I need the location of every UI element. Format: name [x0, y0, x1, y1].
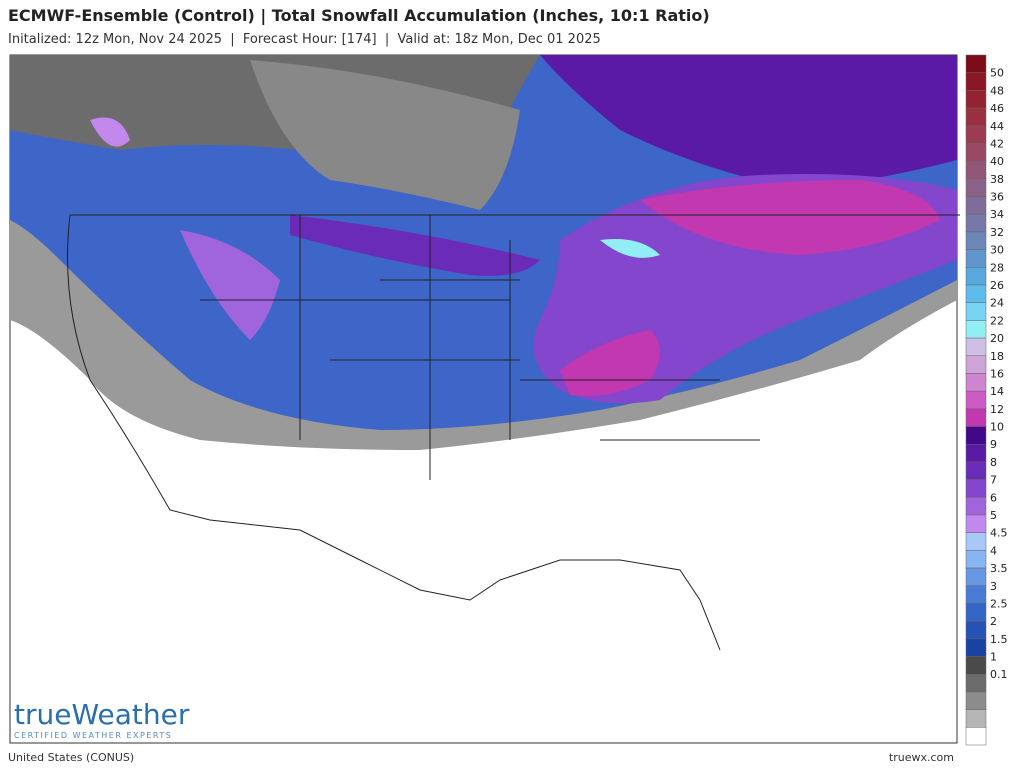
legend-swatch	[965, 196, 987, 215]
legend-swatch	[965, 656, 987, 675]
logo: trueWeather CERTIFIED WEATHER EXPERTS	[14, 698, 189, 740]
legend-swatch	[965, 213, 987, 233]
legend-label: 4.5	[990, 527, 1008, 540]
footer-site: truewx.com	[888, 751, 954, 764]
legend-swatch	[965, 355, 987, 374]
legend-label: 10	[990, 421, 1004, 434]
legend-swatch	[965, 267, 987, 286]
legend-label: 7	[990, 474, 997, 487]
legend-swatch	[965, 673, 987, 693]
legend-label: 26	[990, 279, 1004, 292]
logo-tagline: CERTIFIED WEATHER EXPERTS	[14, 731, 173, 740]
legend-label: 3	[990, 580, 997, 593]
legend-swatch	[965, 514, 987, 533]
legend-swatch	[965, 550, 987, 569]
legend-label: 44	[990, 120, 1004, 133]
legend-swatch	[965, 408, 987, 427]
legend-label: 24	[990, 297, 1004, 310]
legend-label: 34	[990, 208, 1004, 221]
legend-label: 14	[990, 385, 1004, 398]
legend-label: 1	[990, 651, 997, 664]
legend-swatch	[965, 709, 987, 728]
legend-swatch	[965, 143, 987, 162]
legend-label: 5	[990, 509, 997, 522]
legend-label: 3.5	[990, 562, 1008, 575]
legend-label: 12	[990, 403, 1004, 416]
legend-swatch	[965, 691, 987, 710]
legend-label: 2	[990, 615, 997, 628]
footer-region: United States (CONUS)	[8, 751, 135, 764]
legend-swatch	[965, 532, 987, 551]
legend-swatch	[965, 479, 987, 498]
legend-swatch	[965, 302, 987, 321]
legend-swatch	[965, 638, 987, 657]
legend-swatch	[965, 249, 987, 268]
legend-label: 30	[990, 244, 1004, 257]
legend-label: 9	[990, 438, 997, 451]
legend-swatch	[965, 461, 987, 480]
legend-swatch	[965, 72, 987, 91]
legend-label: 16	[990, 367, 1004, 380]
legend-label: 0.1	[990, 668, 1008, 681]
legend-swatch	[965, 178, 987, 197]
legend-swatch	[965, 107, 987, 127]
legend-label: 2.5	[990, 597, 1008, 610]
legend-label: 22	[990, 314, 1004, 327]
legend-label: 36	[990, 191, 1004, 204]
legend-label: 40	[990, 155, 1004, 168]
legend-label: 6	[990, 491, 997, 504]
legend-label: 42	[990, 137, 1004, 150]
legend-label: 20	[990, 332, 1004, 345]
legend-swatch	[965, 337, 987, 357]
snow-field	[10, 55, 957, 450]
legend-label: 38	[990, 173, 1004, 186]
logo-name: trueWeather	[14, 698, 190, 731]
legend-swatch	[965, 320, 987, 339]
legend-swatch	[965, 567, 987, 587]
legend-swatch	[965, 373, 987, 392]
legend-swatch	[965, 426, 987, 445]
legend-swatch	[965, 284, 987, 303]
legend-swatch	[965, 54, 987, 73]
legend-swatch	[965, 231, 987, 250]
subtitle: Initalized: 12z Mon, Nov 24 2025 | Forec…	[8, 32, 601, 47]
title: ECMWF-Ensemble (Control) | Total Snowfal…	[8, 6, 710, 25]
legend-swatch	[965, 603, 987, 622]
legend-swatch	[965, 390, 987, 410]
legend-label: 28	[990, 261, 1004, 274]
boundaries	[67, 214, 960, 651]
legend-label: 8	[990, 456, 997, 469]
legend-label: 50	[990, 67, 1004, 80]
legend-label: 1.5	[990, 633, 1008, 646]
legend-swatch	[965, 90, 987, 109]
legend-swatch	[965, 443, 987, 463]
legend-label: 18	[990, 350, 1004, 363]
legend-swatch	[965, 497, 987, 516]
legend-swatch	[965, 585, 987, 604]
legend-label: 46	[990, 102, 1004, 115]
legend-label: 48	[990, 84, 1004, 97]
legend-swatch	[965, 125, 987, 144]
legend-swatch	[965, 160, 987, 180]
legend-label: 32	[990, 226, 1004, 239]
legend-label: 4	[990, 544, 997, 557]
legend-swatch	[965, 620, 987, 640]
legend-swatch	[965, 727, 987, 746]
